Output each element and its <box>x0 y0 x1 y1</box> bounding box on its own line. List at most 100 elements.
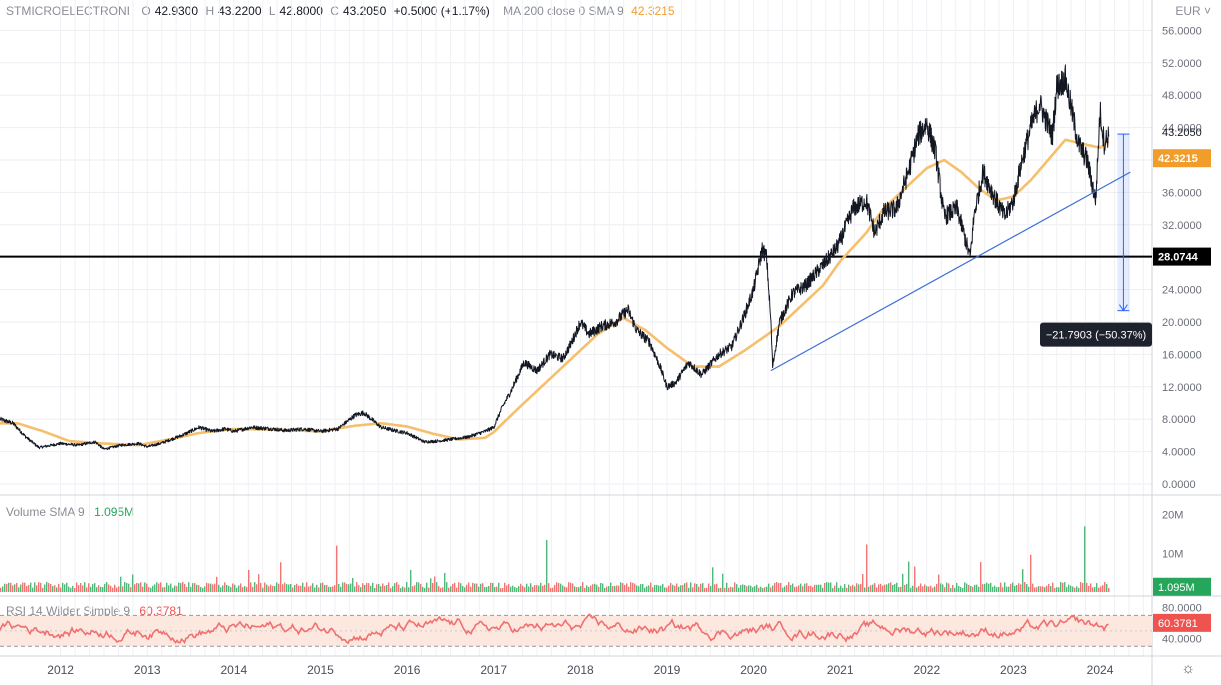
volume-bar <box>358 585 360 592</box>
volume-bar <box>310 585 312 592</box>
legend-header: STMICROELECTRONI O 42.9300 H 43.2200 L 42.8… <box>6 4 679 18</box>
volume-bar <box>980 562 982 592</box>
volume-tag: 1.095M <box>1158 582 1195 594</box>
volume-bar <box>118 586 120 592</box>
volume-bar <box>788 582 790 592</box>
volume-bar <box>864 587 866 592</box>
volume-bar <box>782 587 784 592</box>
volume-bar <box>122 586 124 592</box>
volume-bar <box>622 583 624 592</box>
volume-bar <box>918 586 920 592</box>
volume-bar <box>638 586 640 592</box>
volume-bar <box>818 584 820 592</box>
x-tick-label: 2013 <box>134 663 161 677</box>
volume-bar <box>612 586 614 592</box>
volume-bar <box>1044 587 1046 592</box>
volume-bar <box>800 583 802 592</box>
rsi-value: 60.3781 <box>139 604 183 618</box>
volume-bar <box>896 582 898 592</box>
volume-bar <box>714 584 716 592</box>
volume-bar <box>42 587 44 592</box>
currency-label: EUR <box>1175 4 1201 18</box>
volume-bar <box>498 582 500 592</box>
volume-bar <box>852 584 854 592</box>
volume-bar <box>356 582 358 592</box>
volume-bar <box>204 586 206 592</box>
volume-bar <box>672 584 674 592</box>
volume-bar <box>662 583 664 592</box>
volume-bar <box>68 586 70 592</box>
volume-bar <box>532 586 534 592</box>
volume-bar <box>296 583 298 592</box>
volume-bars <box>0 526 1110 592</box>
volume-bar <box>134 584 136 592</box>
volume-bar <box>890 582 892 592</box>
volume-bar <box>128 583 130 592</box>
volume-bar <box>404 587 406 592</box>
volume-bar <box>378 584 380 592</box>
volume-bar <box>180 583 182 592</box>
volume-bar <box>774 582 776 592</box>
volume-bar <box>1014 585 1016 592</box>
volume-bar <box>8 582 10 592</box>
rsi-label[interactable]: RSI 14 Wilder Simple 9 <box>6 604 131 618</box>
volume-bar <box>522 585 524 592</box>
y-tick-label: 48.0000 <box>1162 90 1202 102</box>
volume-bar <box>694 583 696 592</box>
volume-bar <box>692 587 694 592</box>
volume-bar <box>144 582 146 592</box>
volume-bar <box>808 585 810 592</box>
ma-indicator-label[interactable]: MA 200 close 0 SMA 9 <box>503 4 624 18</box>
gear-icon[interactable]: ☼ <box>1181 660 1195 677</box>
volume-bar <box>554 584 556 592</box>
volume-bar <box>322 582 324 592</box>
symbol-name[interactable]: STMICROELECTRONI <box>6 4 131 18</box>
volume-bar <box>270 584 272 592</box>
volume-bar <box>832 588 834 592</box>
volume-bar <box>1020 584 1022 592</box>
volume-label[interactable]: Volume SMA 9 <box>6 505 85 519</box>
volume-bar <box>736 584 738 592</box>
volume-bar <box>926 586 928 592</box>
volume-bar <box>732 587 734 592</box>
volume-bar <box>1106 583 1108 592</box>
volume-bar <box>676 583 678 592</box>
volume-bar <box>746 586 748 592</box>
volume-bar <box>436 582 438 592</box>
volume-bar <box>648 585 650 592</box>
volume-bar <box>44 584 46 592</box>
volume-bar <box>1046 585 1048 592</box>
volume-tick-label: 20M <box>1162 510 1183 522</box>
volume-bar <box>370 585 372 592</box>
volume-bar <box>726 582 728 592</box>
volume-bar <box>368 583 370 592</box>
volume-bar <box>508 583 510 592</box>
volume-bar <box>1030 554 1032 592</box>
volume-bar <box>336 545 338 592</box>
volume-bar <box>502 588 504 592</box>
volume-bar <box>1054 588 1056 592</box>
volume-bar <box>234 584 236 592</box>
volume-bar <box>1026 583 1028 592</box>
volume-bar <box>534 585 536 592</box>
volume-bar <box>956 582 958 592</box>
low-value: 42.8000 <box>279 4 323 18</box>
volume-bar <box>272 586 274 592</box>
volume-bar <box>998 586 1000 592</box>
volume-bar <box>282 584 284 592</box>
volume-bar <box>936 583 938 592</box>
volume-bar <box>172 587 174 592</box>
x-tick-label: 2014 <box>221 663 248 677</box>
volume-bar <box>62 582 64 592</box>
volume-bar <box>458 582 460 592</box>
volume-bar <box>798 585 800 592</box>
rsi-legend: RSI 14 Wilder Simple 9 60.3781 <box>6 604 183 618</box>
volume-bar <box>138 583 140 592</box>
volume-bar <box>1092 587 1094 592</box>
volume-bar <box>248 569 250 592</box>
volume-bar <box>552 587 554 592</box>
volume-bar <box>346 583 348 592</box>
currency-selector[interactable]: EUR ˅ <box>1175 4 1211 18</box>
measure-label: −21.7903 (−50.37%) <box>1046 330 1146 342</box>
